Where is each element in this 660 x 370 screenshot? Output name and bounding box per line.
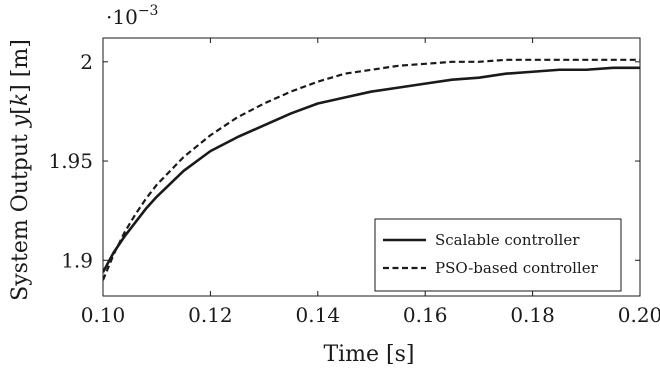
x-tick-label: 0.18	[510, 303, 555, 327]
x-tick-label: 0.10	[81, 303, 126, 327]
x-tick-label: 0.12	[188, 303, 233, 327]
plot-frame	[102, 37, 641, 297]
y-scale-exponent: −3	[138, 3, 159, 19]
ticks-layer: 0.10 0.12 0.14 0.16 0.18 0.20 1.9 1.95 2	[48, 38, 660, 327]
legend-label-scalable: Scalable controller	[435, 231, 580, 249]
y-axis-title: System Output y[k] [m]	[8, 39, 33, 301]
x-axis-title: Time [s]	[323, 342, 414, 367]
y-tick-label: 2	[80, 50, 93, 74]
series-line-pso	[103, 58, 640, 281]
legend: Scalable controller PSO-based controller	[374, 218, 622, 292]
series-line-scalable	[103, 66, 640, 273]
y-tick-label: 1.9	[61, 248, 93, 272]
plot-area-border	[102, 37, 641, 297]
x-tick-label: 0.20	[618, 303, 660, 327]
x-tick-label: 0.14	[296, 303, 341, 327]
y-tick-label: 1.95	[48, 149, 93, 173]
y-scale-factor: ·10−3	[106, 3, 158, 29]
legend-label-pso: PSO-based controller	[435, 259, 599, 277]
legend-box	[374, 218, 622, 292]
x-tick-label: 0.16	[403, 303, 448, 327]
series-layer	[103, 58, 640, 281]
